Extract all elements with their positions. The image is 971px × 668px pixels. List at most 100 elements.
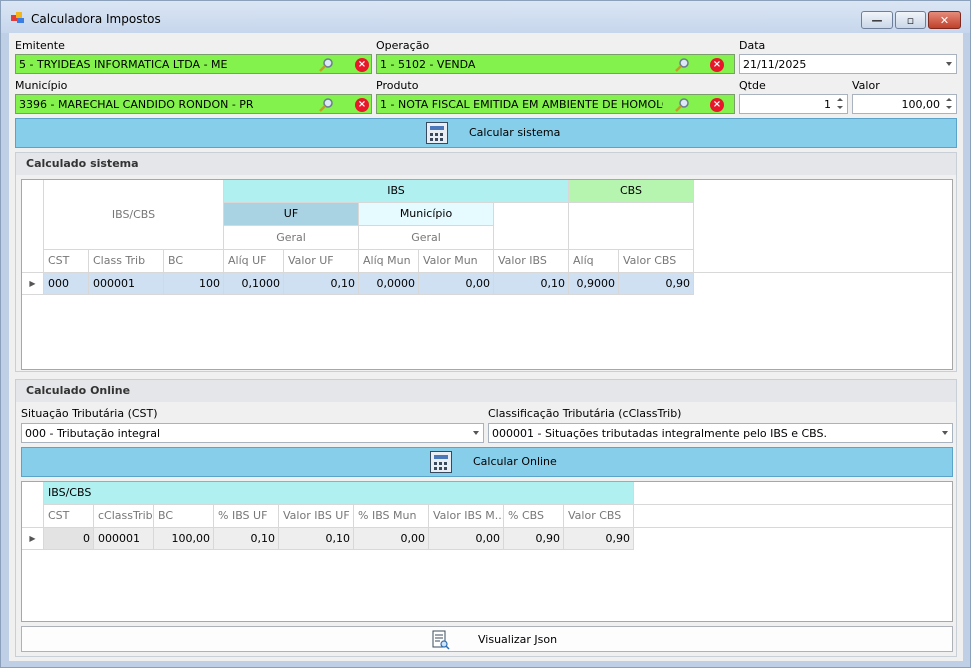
band-ibscbs-online: IBS/CBS	[44, 482, 634, 505]
band-cbs: CBS	[569, 180, 694, 203]
chevron-down-icon[interactable]	[942, 431, 948, 435]
clear-icon[interactable]: ×	[355, 98, 369, 112]
qtde-input[interactable]: 1	[739, 94, 848, 114]
valor-value: 100,00	[901, 98, 941, 111]
online-grid[interactable]: IBS/CBS CST cClassTrib BC % IBS UF Valor…	[21, 481, 953, 622]
data-label: Data	[739, 39, 766, 52]
spin-up-icon[interactable]	[943, 96, 955, 104]
clear-icon[interactable]: ×	[710, 58, 724, 72]
form-client-area: Emitente Operação Data 5 - TRYIDEAS INFO…	[9, 33, 963, 661]
cell-aliq[interactable]: 0,9000	[569, 273, 619, 295]
calcular-online-label: Calcular Online	[473, 455, 557, 468]
cell-valor-cbs[interactable]: 0,90	[564, 528, 634, 550]
municipio-lookup[interactable]: 3396 - MARECHAL CANDIDO RONDON - PR ×	[15, 94, 372, 114]
maximize-button[interactable]: ▫	[895, 11, 926, 29]
cell-aliq-mun[interactable]: 0,0000	[359, 273, 419, 295]
qtde-value: 1	[824, 98, 831, 111]
col-class-trib[interactable]: Class Trib	[89, 250, 164, 273]
cell-bc[interactable]: 100	[164, 273, 224, 295]
col-valor-mun[interactable]: Valor Mun	[419, 250, 494, 273]
search-icon[interactable]	[674, 57, 690, 73]
class-trib-select-value: 000001 - Situações tributadas integralme…	[492, 427, 827, 440]
data-datepicker[interactable]: 21/11/2025	[739, 54, 957, 74]
col-pct-ibs-uf[interactable]: % IBS UF	[214, 505, 279, 528]
cell-cst[interactable]: 000	[44, 273, 89, 295]
col-cst[interactable]: CST	[44, 505, 94, 528]
cell-aliq-uf[interactable]: 0,1000	[224, 273, 284, 295]
cell-valor-mun[interactable]: 0,00	[419, 273, 494, 295]
emitente-value: 5 - TRYIDEAS INFORMATICA LTDA - ME	[19, 58, 228, 71]
calcular-sistema-button[interactable]: Calcular sistema	[15, 118, 957, 148]
col-pct-ibs-mun[interactable]: % IBS Mun	[354, 505, 429, 528]
col-bc[interactable]: BC	[154, 505, 214, 528]
cell-valor-ibs-mun[interactable]: 0,00	[429, 528, 504, 550]
valor-input[interactable]: 100,00	[852, 94, 957, 114]
cell-valor-ibs-uf[interactable]: 0,10	[279, 528, 354, 550]
cell-cclasstrib[interactable]: 000001	[94, 528, 154, 550]
cell-bc[interactable]: 100,00	[154, 528, 214, 550]
cst-label: Situação Tributária (CST)	[21, 407, 158, 420]
cell-valor-cbs[interactable]: 0,90	[619, 273, 694, 295]
emitente-label: Emitente	[15, 39, 65, 52]
col-cst[interactable]: CST	[44, 250, 89, 273]
close-icon: ✕	[939, 13, 950, 27]
calcular-online-button[interactable]: Calcular Online	[21, 447, 953, 477]
band-cbs-empty	[569, 203, 694, 250]
produto-label: Produto	[376, 79, 419, 92]
search-icon[interactable]	[674, 97, 690, 113]
json-document-icon	[432, 630, 450, 650]
calcular-sistema-label: Calcular sistema	[469, 126, 561, 139]
operacao-value: 1 - 5102 - VENDA	[380, 58, 476, 71]
spin-down-icon[interactable]	[834, 104, 846, 112]
col-valor-ibs[interactable]: Valor IBS	[494, 250, 569, 273]
cell-pct-ibs-mun[interactable]: 0,00	[354, 528, 429, 550]
calculado-online-title: Calculado Online	[26, 384, 131, 397]
col-valor-ibs-uf[interactable]: Valor IBS UF	[279, 505, 354, 528]
col-pct-cbs[interactable]: % CBS	[504, 505, 564, 528]
col-valor-cbs[interactable]: Valor CBS	[564, 505, 634, 528]
emitente-lookup[interactable]: 5 - TRYIDEAS INFORMATICA LTDA - ME ×	[15, 54, 372, 74]
minimize-button[interactable]: —	[861, 11, 893, 29]
cell-valor-ibs[interactable]: 0,10	[494, 273, 569, 295]
col-valor-ibs-mun[interactable]: Valor IBS M...	[429, 505, 504, 528]
sistema-grid[interactable]: IBS/CBS IBS CBS UF Município Geral Geral…	[21, 179, 953, 370]
row-selector-icon[interactable]: ▶	[22, 528, 44, 550]
row-selector-icon[interactable]: ▶	[22, 273, 44, 295]
clear-icon[interactable]: ×	[355, 58, 369, 72]
calculado-sistema-group: Calculado sistema IBS/CBS IBS CBS UF Mun…	[15, 152, 957, 372]
operacao-lookup[interactable]: 1 - 5102 - VENDA ×	[376, 54, 735, 74]
minimize-icon: —	[871, 13, 883, 27]
class-trib-select[interactable]: 000001 - Situações tributadas integralme…	[488, 423, 953, 443]
band-filler	[634, 482, 952, 505]
cell-pct-cbs[interactable]: 0,90	[504, 528, 564, 550]
visualizar-json-button[interactable]: Visualizar Json	[21, 626, 953, 652]
spin-up-icon[interactable]	[834, 96, 846, 104]
clear-icon[interactable]: ×	[710, 98, 724, 112]
band-geral-uf: Geral	[224, 226, 359, 250]
cell-pct-ibs-uf[interactable]: 0,10	[214, 528, 279, 550]
search-icon[interactable]	[318, 97, 334, 113]
chevron-down-icon[interactable]	[946, 62, 952, 66]
col-bc[interactable]: BC	[164, 250, 224, 273]
municipio-value: 3396 - MARECHAL CANDIDO RONDON - PR	[19, 98, 254, 111]
col-cclasstrib[interactable]: cClassTrib	[94, 505, 154, 528]
col-valor-uf[interactable]: Valor UF	[284, 250, 359, 273]
cell-valor-uf[interactable]: 0,10	[284, 273, 359, 295]
search-icon[interactable]	[318, 57, 334, 73]
col-aliq-uf[interactable]: Alíq UF	[224, 250, 284, 273]
municipio-label: Município	[15, 79, 68, 92]
col-aliq-mun[interactable]: Alíq Mun	[359, 250, 419, 273]
class-trib-label: Classificação Tributária (cClassTrib)	[488, 407, 682, 420]
spin-down-icon[interactable]	[943, 104, 955, 112]
cst-select[interactable]: 000 - Tributação integral	[21, 423, 484, 443]
col-valor-cbs[interactable]: Valor CBS	[619, 250, 694, 273]
col-aliq[interactable]: Alíq	[569, 250, 619, 273]
calculado-online-header: Calculado Online	[16, 380, 956, 402]
cell-cst[interactable]: 0	[44, 528, 94, 550]
chevron-down-icon[interactable]	[473, 431, 479, 435]
produto-lookup[interactable]: 1 - NOTA FISCAL EMITIDA EM AMBIENTE DE H…	[376, 94, 735, 114]
cell-class-trib[interactable]: 000001	[89, 273, 164, 295]
visualizar-json-label: Visualizar Json	[478, 633, 558, 646]
close-button[interactable]: ✕	[928, 11, 961, 29]
